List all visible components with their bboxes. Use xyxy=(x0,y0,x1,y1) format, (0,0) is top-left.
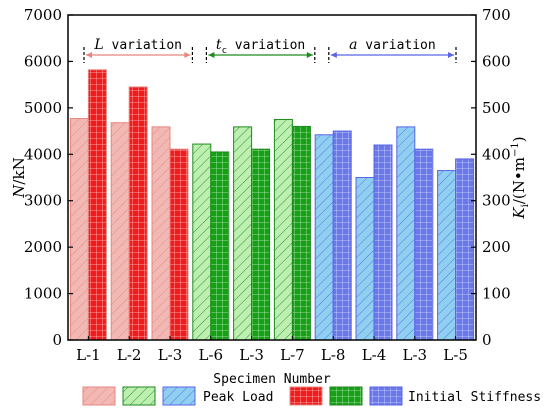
group-label-0: L variation xyxy=(93,37,182,53)
bar-peak-load-8 xyxy=(355,177,375,341)
y-right-tick-label-2: 200 xyxy=(482,238,511,256)
bar-initial-stiffness-6 xyxy=(291,125,311,341)
bar-peak-load-4 xyxy=(192,143,212,341)
y-right-tick-label-3: 300 xyxy=(482,192,511,210)
y-axis-right-title: Ki/(N•m−1) xyxy=(510,136,531,219)
group-arrowhead-right-1 xyxy=(306,52,313,58)
y-left-tick-label-5: 5000 xyxy=(24,99,62,117)
bars-layer xyxy=(69,69,475,341)
bar-initial-stiffness-5 xyxy=(251,148,271,341)
bar-peak-load-7 xyxy=(314,134,334,341)
axes-layer: 0 1000 2000 3000 4000 5000 6000 7000 0 100 200 300 4… xyxy=(24,6,511,364)
x-tick-label-7: L-4 xyxy=(362,346,387,364)
y-right-tick-label-5: 500 xyxy=(482,99,511,117)
bar-initial-stiffness-10 xyxy=(455,158,475,341)
bar-peak-load-5 xyxy=(233,126,253,341)
bar-peak-load-1 xyxy=(69,118,89,341)
bar-initial-stiffness-1 xyxy=(87,69,107,341)
x-tick-label-2: L-3 xyxy=(158,346,183,364)
x-axis-title: Specimen Number xyxy=(213,372,331,387)
y-right-tick-label-0: 0 xyxy=(482,331,492,349)
x-tick-label-9: L-5 xyxy=(443,346,468,364)
bar-initial-stiffness-2 xyxy=(128,86,148,341)
bar-peak-load-2 xyxy=(110,122,130,341)
y-right-tick-label-6: 600 xyxy=(482,52,511,70)
y-left-tick-label-6: 6000 xyxy=(24,52,62,70)
y-axis-left-title: N/kN xyxy=(10,157,28,198)
annotations-layer: L variation tc variation a variation xyxy=(83,37,457,63)
legend: Peak Load Initial Stiffness xyxy=(82,386,541,406)
x-tick-label-8: L-3 xyxy=(403,346,428,364)
bar-initial-stiffness-8 xyxy=(373,144,393,341)
bar-initial-stiffness-9 xyxy=(414,148,434,341)
bar-initial-stiffness-4 xyxy=(210,151,230,341)
legend-swatch-peak-load-0 xyxy=(82,386,116,406)
legend-swatch-initial-stiffness-0 xyxy=(289,386,323,406)
bar-peak-load-9 xyxy=(396,126,416,341)
bar-initial-stiffness-7 xyxy=(332,130,352,341)
group-arrowhead-right-0 xyxy=(184,52,191,58)
legend-label-initial-stiffness: Initial Stiffness xyxy=(408,390,541,405)
bar-initial-stiffness-3 xyxy=(169,148,189,341)
x-tick-label-5: L-7 xyxy=(280,346,305,364)
group-arrowhead-left-1 xyxy=(208,52,215,58)
legend-swatch-initial-stiffness-1 xyxy=(329,386,363,406)
y-right-tick-label-7: 700 xyxy=(482,6,511,24)
bar-peak-load-10 xyxy=(437,170,457,341)
bar-peak-load-6 xyxy=(273,118,293,341)
y-right-tick-label-4: 400 xyxy=(482,145,511,163)
x-tick-label-4: L-3 xyxy=(239,346,264,364)
legend-label-peak-load: Peak Load xyxy=(203,390,273,405)
plot-frame xyxy=(67,14,477,341)
group-arrowhead-left-2 xyxy=(330,52,337,58)
y-left-tick-label-2: 2000 xyxy=(24,238,62,256)
y-left-tick-label-3: 3000 xyxy=(24,192,62,210)
legend-swatch-initial-stiffness-2 xyxy=(369,386,403,406)
y-left-tick-label-4: 4000 xyxy=(24,145,62,163)
y-left-tick-label-0: 0 xyxy=(52,331,62,349)
group-label-2: a variation xyxy=(349,37,436,53)
group-arrowhead-left-0 xyxy=(86,52,92,58)
legend-swatch-peak-load-1 xyxy=(122,386,156,406)
bar-peak-load-3 xyxy=(151,126,171,341)
y-left-tick-label-7: 7000 xyxy=(24,6,62,24)
x-tick-label-6: L-8 xyxy=(321,346,346,364)
x-tick-label-3: L-6 xyxy=(199,346,224,364)
group-arrowhead-right-2 xyxy=(448,52,454,58)
legend-swatch-peak-load-2 xyxy=(162,386,196,406)
y-left-tick-label-1: 1000 xyxy=(24,285,62,303)
x-tick-label-0: L-1 xyxy=(76,346,101,364)
x-tick-label-1: L-2 xyxy=(117,346,142,364)
group-label-1: tc variation xyxy=(216,37,305,56)
y-right-tick-label-1: 100 xyxy=(482,285,511,303)
